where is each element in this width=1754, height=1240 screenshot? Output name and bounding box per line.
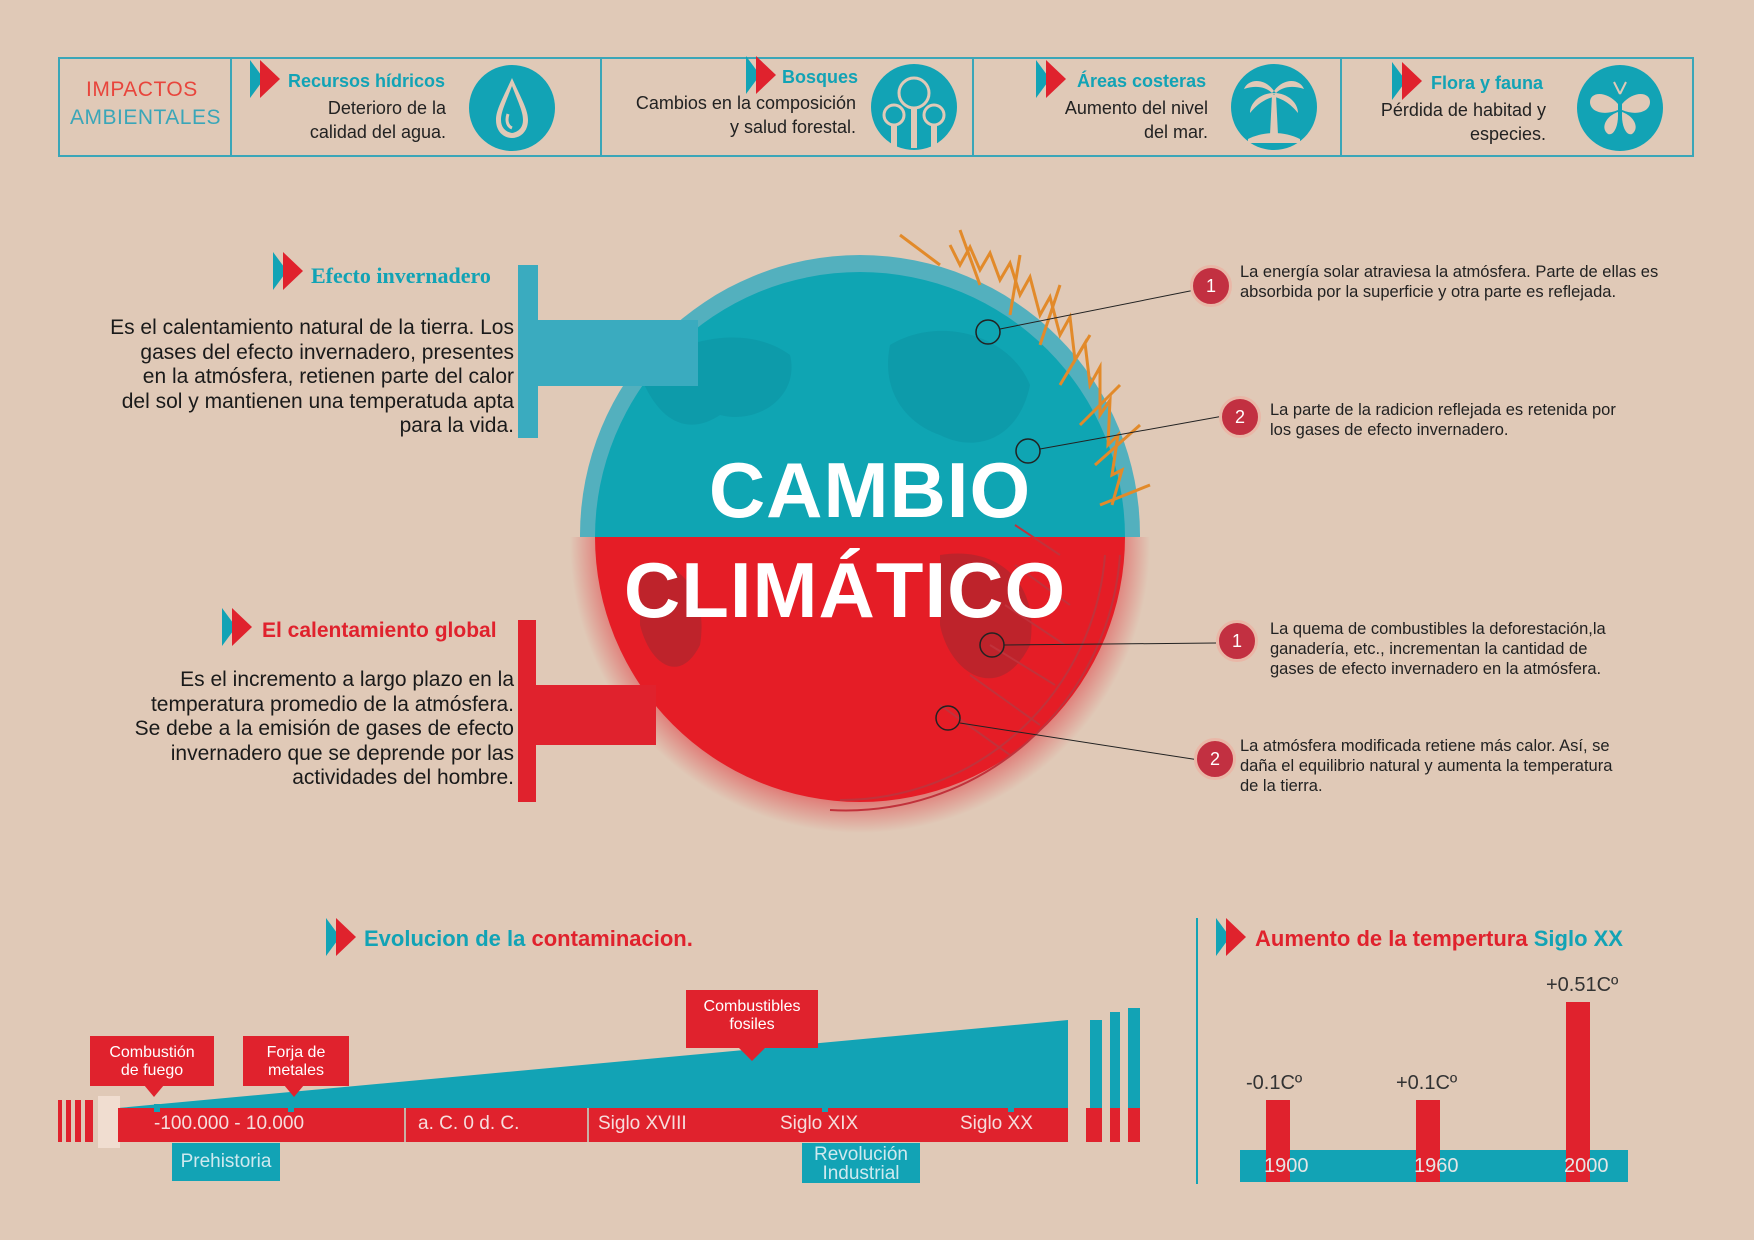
step-number: 2 [1194, 738, 1236, 780]
temperature-bar [1416, 1100, 1440, 1182]
bracket [518, 620, 536, 802]
period-label: Siglo XVIII [598, 1113, 687, 1134]
evolution-timeline [58, 1008, 1140, 1150]
temperature-bar [1266, 1100, 1290, 1182]
period-label: -100.000 - 10.000 [154, 1113, 305, 1134]
chevron-icon [746, 56, 776, 94]
period-label: Siglo XX [960, 1113, 1033, 1134]
impacts-label: AMBIENTALES [70, 106, 221, 129]
bracket [518, 265, 538, 438]
main-title: CAMBIO [708, 446, 1032, 534]
divider [600, 59, 602, 155]
impact-title: Flora y fauna [1431, 73, 1544, 93]
greenhouse-text: Es el calentamiento natural de la tierra… [110, 316, 514, 437]
step-number: 2 [1219, 396, 1261, 438]
callout-pointer [738, 1047, 766, 1061]
era-tag: Revolución Industrial [802, 1143, 920, 1183]
note-text: La quema de combustibles la deforestació… [1270, 620, 1606, 678]
year-label: 2000 [1564, 1155, 1609, 1177]
period-label: a. C. 0 d. C. [418, 1113, 520, 1134]
note-text: La parte de la radicion reflejada es ret… [1270, 401, 1616, 439]
event-callout: Forja de metales [243, 1036, 349, 1086]
temperature-heading: Aumento de la tempertura Siglo XX [1255, 926, 1623, 951]
event-callout: Combustibles fosiles [686, 990, 818, 1048]
impact-title: Recursos hídricos [288, 71, 446, 91]
year-label: 1900 [1264, 1155, 1309, 1177]
divider [972, 59, 974, 155]
bracket-arm [536, 685, 656, 745]
section-divider [1196, 918, 1198, 1184]
chevron-icon [273, 252, 303, 290]
chevron-icon [326, 918, 356, 956]
warming-text: Es el incremento a largo plazo en la temp… [134, 668, 514, 789]
impact-text: Deterioro de la calidad del agua. [309, 98, 446, 142]
year-label: 1960 [1414, 1155, 1459, 1177]
event-callout: Combustión de fuego [90, 1036, 214, 1086]
callout-pointer [144, 1085, 164, 1097]
butterfly-icon [1577, 65, 1663, 151]
temperature-bar [1566, 1002, 1590, 1182]
chevron-icon [1036, 60, 1066, 98]
step-number: 1 [1190, 265, 1232, 307]
impacts-bar [58, 57, 1694, 157]
impacts-label: IMPACTOS [86, 78, 198, 101]
main-title: CLIMÁTICO [623, 546, 1067, 634]
chevron-icon [1392, 62, 1422, 100]
era-tag: Prehistoria [172, 1143, 280, 1181]
palm-tree-icon [1231, 64, 1317, 150]
impact-text: Pérdida de habitad y especies. [1380, 100, 1546, 144]
water-drop-icon [469, 65, 555, 151]
impact-text: Aumento del nivel del mar. [1064, 98, 1208, 142]
tree-icon [871, 64, 957, 150]
step-number: 1 [1216, 620, 1258, 662]
callout-pointer [284, 1085, 304, 1097]
impact-title: Áreas costeras [1077, 71, 1207, 91]
impact-text: Cambios en la composición y salud foresta… [635, 93, 856, 137]
divider [1340, 59, 1342, 155]
note-text: La atmósfera modificada retiene más calo… [1240, 737, 1613, 795]
value-label: +0.1Cº [1396, 1072, 1458, 1094]
chevron-icon [250, 60, 280, 98]
greenhouse-heading: Efecto invernadero [311, 263, 491, 288]
impact-title: Bosques [782, 67, 859, 87]
evolution-heading: Evolucion de la contaminacion. [364, 926, 693, 951]
chevron-icon [1216, 918, 1246, 956]
bracket-arm [538, 320, 698, 386]
note-text: La energía solar atraviesa la atmósfera.… [1240, 263, 1659, 301]
chevron-icon [222, 608, 252, 646]
divider [230, 59, 232, 155]
period-label: Siglo XIX [780, 1113, 859, 1134]
value-label: +0.51Cº [1546, 974, 1619, 996]
value-label: -0.1Cº [1246, 1072, 1303, 1094]
warming-heading: El calentamiento global [262, 619, 497, 642]
